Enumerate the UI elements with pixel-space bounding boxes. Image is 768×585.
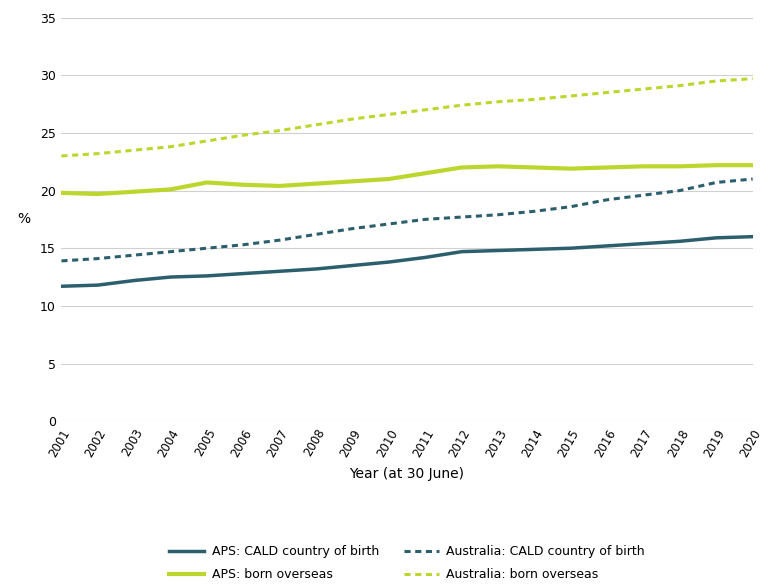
Y-axis label: %: % xyxy=(17,212,30,226)
Legend: APS: CALD country of birth, APS: born overseas, Australia: CALD country of birth: APS: CALD country of birth, APS: born ov… xyxy=(164,541,650,585)
X-axis label: Year (at 30 June): Year (at 30 June) xyxy=(349,467,465,481)
